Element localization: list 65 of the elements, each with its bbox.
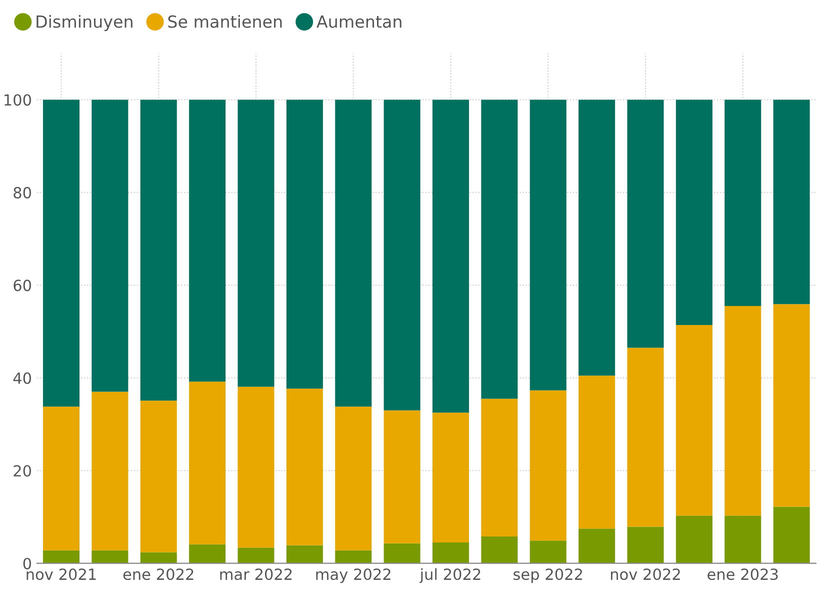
x-tick-label: mar 2022: [220, 568, 292, 580]
bar: [627, 100, 664, 348]
y-tick-label: 100: [4, 94, 32, 106]
bar: [335, 550, 372, 564]
bar: [42, 100, 80, 407]
x-tick-label: nov 2021: [26, 568, 96, 580]
bar: [286, 545, 323, 564]
x-tick-label: ene 2022: [123, 568, 194, 580]
legend-label: Aumentan: [316, 16, 402, 28]
bar: [578, 376, 616, 529]
bar: [238, 548, 274, 564]
bar: [286, 100, 323, 389]
bar: [42, 550, 80, 564]
bar: [140, 552, 177, 564]
y-tick-label: 60: [14, 280, 32, 292]
bar: [773, 304, 810, 507]
x-tick-label: may 2022: [316, 568, 390, 583]
bar: [481, 398, 518, 536]
bar: [432, 542, 469, 564]
bar: [189, 100, 226, 382]
bar: [92, 100, 128, 392]
bar: [384, 543, 420, 564]
y-tick-label: 40: [13, 372, 32, 384]
bar: [773, 506, 810, 564]
bar: [481, 536, 518, 564]
bar: [773, 100, 810, 304]
bar: [384, 100, 420, 410]
bar: [432, 100, 469, 413]
bar: [335, 100, 372, 407]
bar: [92, 392, 128, 550]
bar: [627, 348, 664, 527]
legend-label: Se mantienen: [168, 15, 282, 28]
bar: [676, 325, 712, 516]
bar: [238, 386, 274, 548]
bar: [578, 100, 616, 376]
bar: [676, 516, 712, 564]
x-tick-label: jul 2022: [420, 568, 480, 583]
bar: [335, 406, 372, 550]
bar: [384, 410, 420, 544]
bar: [578, 528, 616, 564]
x-tick-label: nov 2022: [610, 568, 680, 580]
y-tick-label: 80: [14, 186, 32, 198]
bar: [530, 100, 566, 390]
bar: [530, 390, 566, 541]
bar: [530, 540, 566, 564]
legend-label: Disminuyen: [36, 15, 132, 32]
bar: [189, 544, 226, 564]
bar: [481, 100, 518, 399]
bar: [724, 516, 762, 564]
bar: [627, 526, 664, 564]
bar: [140, 400, 177, 552]
x-tick-label: sep 2022: [514, 568, 582, 583]
bar: [676, 100, 712, 326]
y-tick-label: 0: [23, 558, 32, 570]
x-tick-label: ene 2023: [708, 568, 778, 580]
bar: [724, 100, 762, 306]
bar: [286, 388, 323, 546]
bar: [140, 100, 177, 401]
bar: [724, 306, 762, 516]
bar: [92, 550, 128, 564]
bar: [189, 382, 226, 544]
bar: [432, 412, 469, 542]
bar: [238, 100, 274, 387]
bar: [42, 406, 80, 550]
y-tick-label: 20: [14, 465, 32, 477]
